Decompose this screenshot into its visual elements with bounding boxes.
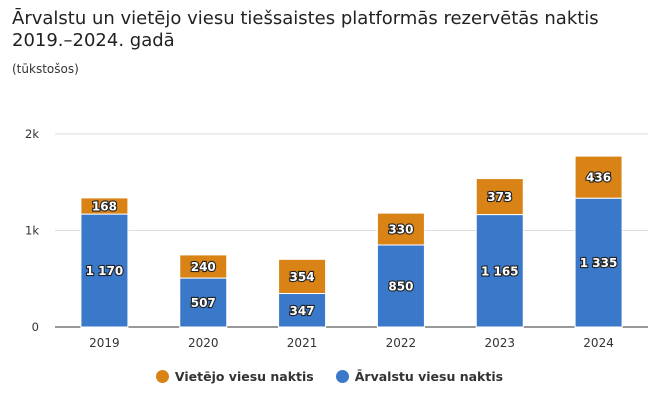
data-label-vietejo: 373 [487, 190, 512, 204]
bar-arvalstu-2022 [376, 244, 425, 328]
legend-item-vietejo[interactable]: Vietējo viesu naktis [155, 369, 314, 384]
x-tick-label: 2020 [188, 336, 219, 350]
bar-vietejo-2023 [475, 178, 524, 216]
y-tick-label: 1k [25, 224, 39, 238]
data-label-vietejo: 168 [92, 199, 117, 213]
data-label-arvalstu: 1 165 [481, 264, 519, 278]
data-label-arvalstu: 1 335 [580, 256, 618, 270]
x-tick-label: 2021 [287, 336, 318, 350]
chart-legend: Vietējo viesu naktis Ārvalstu viesu nakt… [0, 369, 659, 384]
legend-item-arvalstu[interactable]: Ārvalstu viesu naktis [335, 369, 504, 384]
data-label-arvalstu: 850 [388, 279, 413, 293]
data-label-arvalstu: 1 170 [86, 264, 124, 278]
bar-vietejo-2020 [179, 254, 228, 279]
bar-vietejo-2021 [278, 258, 327, 295]
stacked-bar-chart: 0 1k 2k 1 170 168 2019 507 240 2020 347 354 2021 850… [25, 127, 648, 350]
x-tick-label: 2019 [89, 336, 120, 350]
data-label-arvalstu: 347 [290, 304, 315, 318]
bar-vietejo-2019 [80, 197, 129, 215]
bar-arvalstu-2023 [475, 214, 524, 328]
bar-vietejo-2024 [574, 155, 623, 199]
chart-subtitle: (tūkstošos) [12, 62, 79, 76]
data-label-vietejo: 436 [586, 171, 611, 185]
bar-arvalstu-2020 [179, 277, 228, 328]
x-tick-label: 2024 [583, 336, 614, 350]
y-tick-label: 0 [32, 320, 39, 334]
data-label-vietejo: 240 [191, 260, 216, 274]
legend-arvalstu-swatch [335, 370, 349, 383]
legend-vietejo-swatch [155, 370, 169, 383]
bar-arvalstu-2019 [80, 213, 129, 328]
data-label-vietejo: 330 [388, 223, 413, 237]
chart-title: Ārvalstu un vietējo viesu tiešsaistes pl… [12, 8, 599, 51]
bar-vietejo-2022 [376, 212, 425, 246]
x-tick-label: 2023 [484, 336, 515, 350]
y-tick-label: 2k [25, 127, 39, 141]
legend-vietejo-label: Vietējo viesu naktis [174, 369, 314, 384]
data-label-arvalstu: 507 [191, 296, 216, 310]
x-tick-label: 2022 [386, 336, 417, 350]
bar-arvalstu-2021 [278, 293, 327, 328]
data-label-vietejo: 354 [290, 270, 315, 284]
legend-arvalstu-label: Ārvalstu viesu naktis [354, 369, 504, 384]
bar-arvalstu-2024 [574, 197, 623, 328]
